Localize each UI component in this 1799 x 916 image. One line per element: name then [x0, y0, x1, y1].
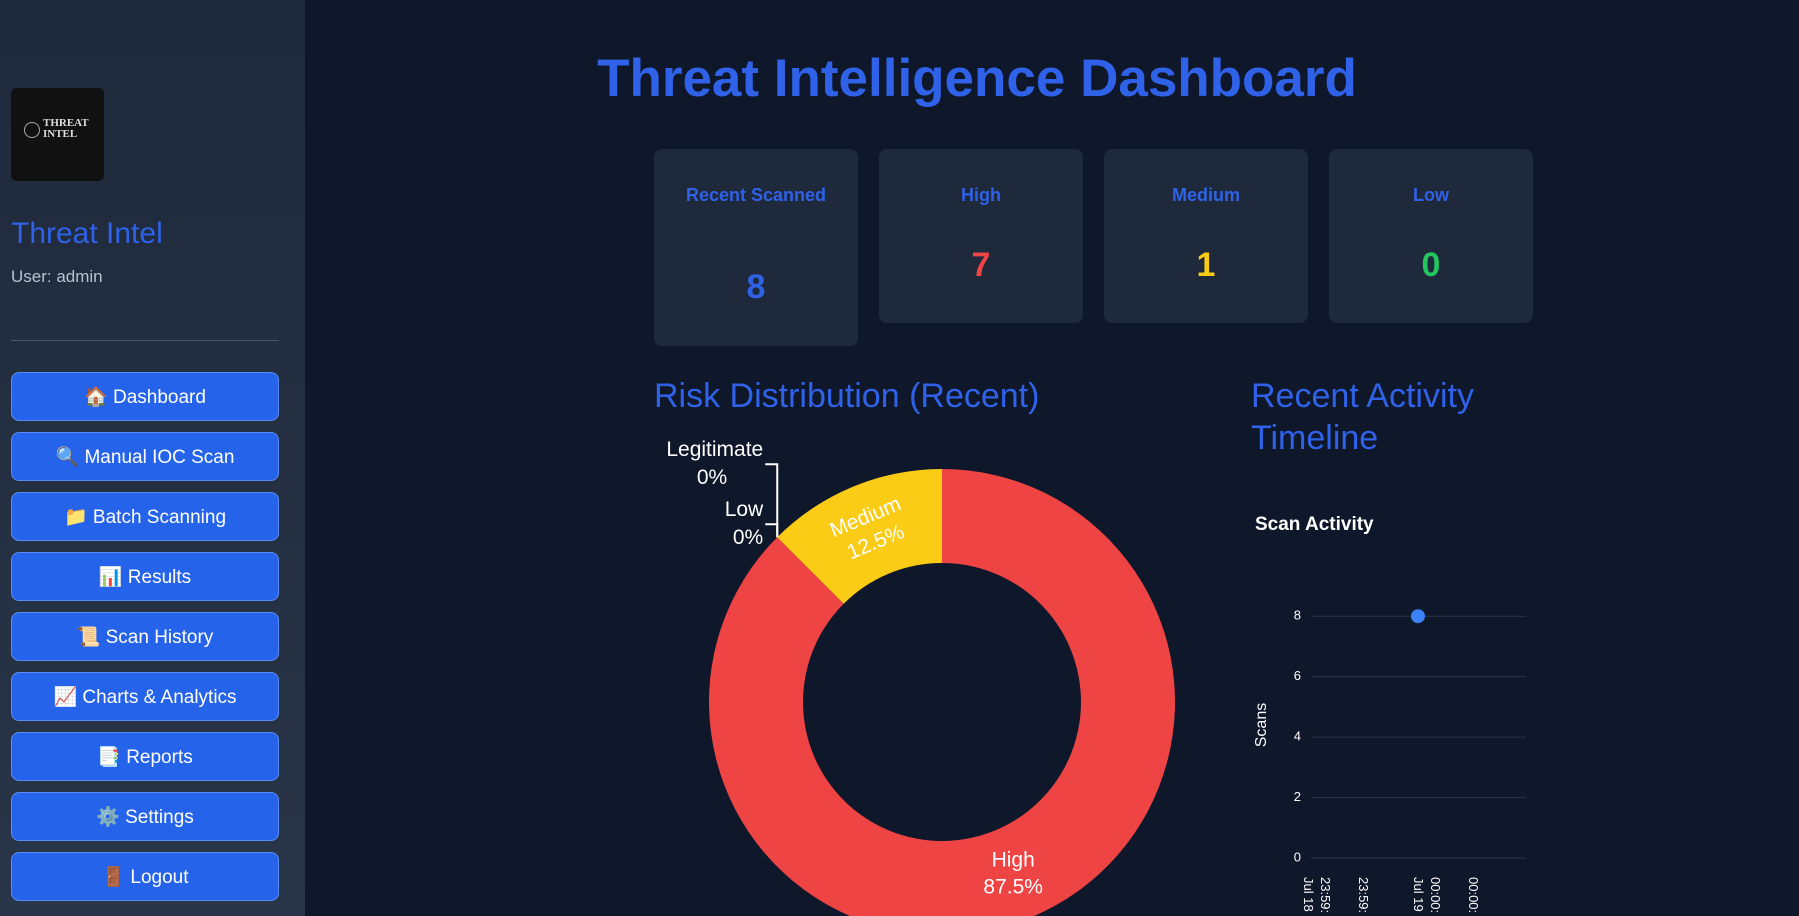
- nav-button[interactable]: 📈 Charts & Analytics: [11, 672, 279, 721]
- nav-button[interactable]: 📑 Reports: [11, 732, 279, 781]
- metric-label: Recent Scanned: [685, 185, 827, 205]
- user-label: User: admin: [11, 267, 103, 286]
- y-tick-label: 0: [1294, 849, 1301, 864]
- x-tick-label: 00:00:: [1466, 877, 1481, 914]
- leader-line: [765, 523, 779, 538]
- page-title-text: Threat Intelligence Dashboard: [597, 49, 1357, 108]
- slice-name: Legitimate: [666, 438, 763, 461]
- nav-button[interactable]: 🔍 Manual IOC Scan: [11, 432, 279, 481]
- nav-button[interactable]: 🚪 Logout: [11, 852, 279, 901]
- metric-label: Medium: [1171, 185, 1240, 205]
- y-tick-label: 6: [1294, 668, 1301, 683]
- chart-title: Scan Activity: [1255, 514, 1374, 535]
- nav-button[interactable]: 📊 Results: [11, 552, 279, 601]
- metric-value: 8: [746, 268, 766, 306]
- metric-label: High: [961, 185, 1001, 205]
- logo-icon: [24, 122, 40, 138]
- metric-value: 7: [971, 246, 991, 284]
- slice-name: High: [992, 848, 1035, 871]
- slice-value: 87.5%: [983, 875, 1043, 898]
- leader-line: [765, 463, 779, 538]
- nav-button[interactable]: ⚙️ Settings: [11, 792, 279, 841]
- app-name: Threat Intel: [11, 217, 163, 250]
- section-heading: Recent Activity Timeline: [1251, 377, 1474, 457]
- divider: [11, 340, 279, 341]
- nav-button[interactable]: 📜 Scan History: [11, 612, 279, 661]
- metric-card: Medium 1: [1104, 149, 1308, 323]
- metric-card: High 7: [879, 149, 1083, 323]
- nav-button[interactable]: 📁 Batch Scanning: [11, 492, 279, 541]
- sidebar: THREAT INTEL Threat Intel User: admin 🏠 …: [0, 0, 305, 916]
- logo-text: INTEL: [43, 128, 78, 140]
- pie-slice: [709, 469, 1175, 916]
- slice-value: 0%: [733, 526, 763, 549]
- metric-card: Low 0: [1329, 149, 1533, 323]
- section-heading: Risk Distribution (Recent): [654, 377, 1040, 415]
- y-tick-label: 8: [1294, 608, 1301, 623]
- logo-text: THREAT: [43, 117, 89, 129]
- metric-card: Recent Scanned 8: [654, 149, 858, 346]
- slice-label: High 87.5%: [983, 848, 1043, 898]
- x-tick-label: Jul 18 23:59:: [1301, 877, 1333, 914]
- y-tick-label: 2: [1294, 789, 1301, 804]
- metric-value: 0: [1421, 246, 1441, 284]
- page-title: Threat Intelligence Dashboard: [305, 48, 1799, 109]
- x-tick-label: 23:59:: [1356, 877, 1371, 914]
- x-tick-label: Jul 19 00:00:: [1411, 877, 1443, 914]
- data-point: [1411, 609, 1425, 624]
- y-tick-label: 4: [1294, 729, 1301, 744]
- slice-value: 0%: [697, 466, 727, 489]
- metric-value: 1: [1196, 246, 1216, 284]
- pie-slice: [777, 469, 942, 604]
- nav-button[interactable]: 🏠 Dashboard: [11, 372, 279, 421]
- logo: THREAT INTEL: [11, 88, 104, 181]
- slice-name: Low: [725, 498, 764, 521]
- metric-label: Low: [1413, 185, 1449, 205]
- y-axis-label: Scans: [1253, 703, 1270, 747]
